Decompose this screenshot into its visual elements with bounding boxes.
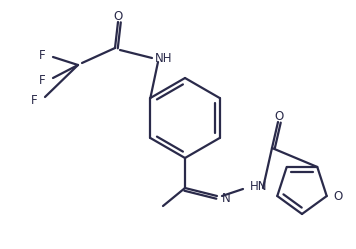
Text: O: O <box>113 9 122 22</box>
Text: F: F <box>31 94 38 107</box>
Text: HN: HN <box>250 180 267 192</box>
Text: N: N <box>222 191 231 204</box>
Text: O: O <box>274 110 284 123</box>
Text: O: O <box>334 189 343 202</box>
Text: F: F <box>40 49 46 62</box>
Text: F: F <box>40 73 46 86</box>
Text: NH: NH <box>155 52 173 64</box>
